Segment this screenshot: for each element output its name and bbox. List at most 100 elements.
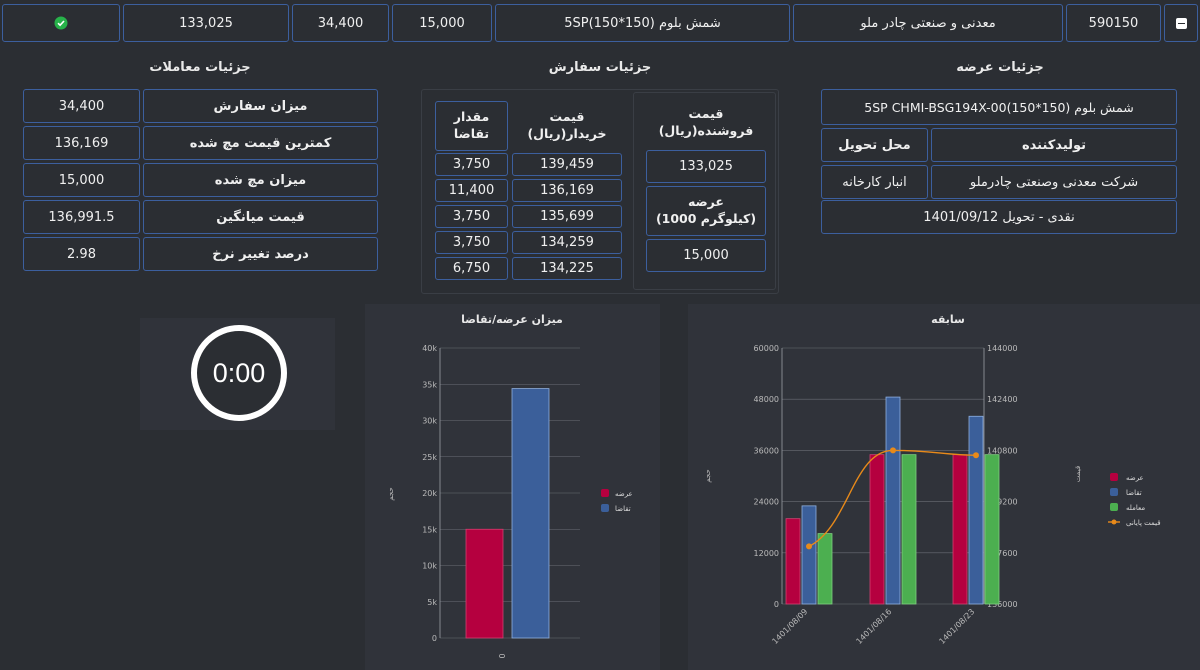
seller-column	[633, 92, 776, 290]
buyer-price-header: قیمت خریدار(ریال)	[512, 101, 622, 151]
chart1-legend-swatch	[601, 489, 609, 497]
countdown-timer: 0:00	[191, 325, 287, 421]
chart2-bar-demand	[885, 396, 901, 605]
chart2-legend-label: عرضه	[1126, 474, 1144, 482]
chart1-ytick-label: 35k	[422, 380, 437, 389]
buyer-price-4: 134,259	[512, 231, 622, 254]
chart1-ytick-label: 20k	[422, 489, 437, 498]
row-supply: 15,000	[392, 4, 492, 42]
chart1-ytick-label: 40k	[422, 344, 437, 353]
producer-header: تولیدکننده	[931, 128, 1177, 162]
demand-qty-1: 3,750	[435, 153, 508, 176]
row-price: 133,025	[123, 4, 289, 42]
chart2-xtick-label: 1401/08/16	[854, 607, 893, 646]
trade-label-4: قیمت میانگین	[143, 200, 378, 234]
chart2-legend-label: تقاضا	[1126, 489, 1142, 497]
chart2-legend-swatch	[1110, 503, 1118, 511]
trade-details-title: جزئیات معاملات	[149, 60, 251, 75]
chart2-ylabel: حجم	[704, 469, 712, 483]
row-collapse-button[interactable]	[1164, 4, 1198, 42]
trade-value-3: 15,000	[23, 163, 140, 197]
trade-label-5: درصد تغییر نرخ	[143, 237, 378, 271]
demand-qty-header: مقدار تقاضا	[435, 101, 508, 151]
chart1-ytick-label: 10k	[422, 562, 437, 571]
chart2-title: سابقه	[931, 313, 965, 326]
supply-demand-chart: میزان عرضه/تقاضا 0 5k 10k 15k 20k 25k 30k 35k 40k…	[387, 313, 633, 659]
trade-value-2: 136,169	[23, 126, 140, 160]
demand-qty-5: 6,750	[435, 257, 508, 280]
row-code: 590150	[1066, 4, 1161, 42]
chart2-bar-supply	[869, 454, 885, 605]
chart2-ytick-label: 24000	[754, 498, 779, 507]
check-circle-icon	[54, 16, 68, 30]
order-details-box	[421, 89, 779, 294]
history-chart: سابقه 0 12000 24000 36000 48000 60000 136000 137…	[704, 313, 1161, 646]
chart2-xtick-label: 1401/08/09	[770, 607, 809, 646]
chart1-ytick-label: 30k	[422, 417, 437, 426]
chart2-bar-trade	[984, 454, 1000, 605]
chart2-y2label: قیمت	[1074, 466, 1082, 482]
supply-product-name: شمش بلوم (150*150)5SP CHMI-BSG194X-00	[821, 89, 1177, 125]
chart2-final-price-point	[806, 543, 812, 550]
chart1-ytick-label: 0	[432, 634, 437, 643]
row-company: معدنی و صنعتی چادر ملو	[793, 4, 1063, 42]
buyer-price-3: 135,699	[512, 205, 622, 228]
seller-price-label: قیمت فروشنده(ریال)	[646, 99, 766, 147]
chart2-y2tick-label: 142400	[987, 395, 1018, 404]
chart2-bar-trade	[901, 454, 917, 605]
chart2-xtick-label: 1401/08/23	[937, 607, 976, 646]
demand-qty-2: 11,400	[435, 179, 508, 202]
chart1-bar-supply	[465, 528, 504, 639]
chart2-ytick-label: 60000	[754, 344, 779, 353]
row-product: شمش بلوم (150*150)5SP	[495, 4, 790, 42]
chart2-ytick-label: 0	[774, 600, 779, 609]
trade-value-4: 136,991.5	[23, 200, 140, 234]
chart2-final-price-point	[890, 447, 896, 454]
row-demand: 34,400	[292, 4, 389, 42]
chart1-legend-label: تقاضا	[615, 505, 631, 513]
row-status	[2, 4, 120, 42]
chart2-bar-supply	[952, 454, 968, 605]
chart2-y2tick-label: 140800	[987, 446, 1018, 455]
chart1-title: میزان عرضه/تقاضا	[461, 313, 563, 326]
trade-value-5: 2.98	[23, 237, 140, 271]
trade-label-2: کمترین قیمت مچ شده	[143, 126, 378, 160]
buyer-price-5: 134,225	[512, 257, 622, 280]
chart2-legend-swatch	[1110, 488, 1118, 496]
supply-amount-value: 15,000	[646, 239, 766, 272]
trade-label-1: میزان سفارش	[143, 89, 378, 123]
chart2-bar-demand	[968, 415, 984, 605]
minus-square-icon	[1175, 17, 1187, 29]
chart1-legend-label: عرضه	[615, 490, 633, 498]
producer-value: شرکت معدنی وصنعتی چادرملو	[931, 165, 1177, 199]
trade-value-1: 34,400	[23, 89, 140, 123]
trade-label-3: میزان مچ شده	[143, 163, 378, 197]
chart1-ytick-label: 5k	[427, 598, 437, 607]
chart2-legend-label: معامله	[1126, 504, 1145, 512]
order-details-title: جزئیات سفارش	[548, 60, 652, 75]
supply-amount-label: عرضه (1000 کیلوگرم)	[646, 186, 766, 236]
chart2-final-price-line	[808, 449, 977, 548]
demand-qty-4: 3,750	[435, 231, 508, 254]
chart2-ytick-label: 36000	[754, 446, 779, 455]
delivery-place-value: انبار کارخانه	[821, 165, 928, 199]
chart1-ytick-label: 15k	[422, 525, 437, 534]
settlement-value: نقدی - تحویل 1401/09/12	[821, 200, 1177, 234]
chart1-ylabel: حجم	[387, 487, 395, 501]
chart1-legend-swatch	[601, 504, 609, 512]
seller-price-value: 133,025	[646, 150, 766, 183]
chart2-legend-swatch-dot	[1111, 519, 1117, 525]
chart2-y2tick-label: 137600	[987, 549, 1018, 558]
chart2-legend-swatch	[1110, 473, 1118, 481]
chart2-bar-demand	[801, 505, 817, 605]
supply-details-title: جزئیات عرضه	[956, 60, 1044, 75]
chart2-y2tick-label: 136000	[987, 600, 1018, 609]
chart1-xtick-label: 0	[498, 653, 507, 658]
buyer-price-1: 139,459	[512, 153, 622, 176]
chart2-y2tick-label: 139200	[987, 498, 1018, 507]
delivery-header: محل تحویل	[821, 128, 928, 162]
chart2-bar-trade	[817, 533, 833, 605]
buyer-price-2: 136,169	[512, 179, 622, 202]
chart2-y2tick-label: 144000	[987, 344, 1018, 353]
chart1-ytick-label: 25k	[422, 453, 437, 462]
